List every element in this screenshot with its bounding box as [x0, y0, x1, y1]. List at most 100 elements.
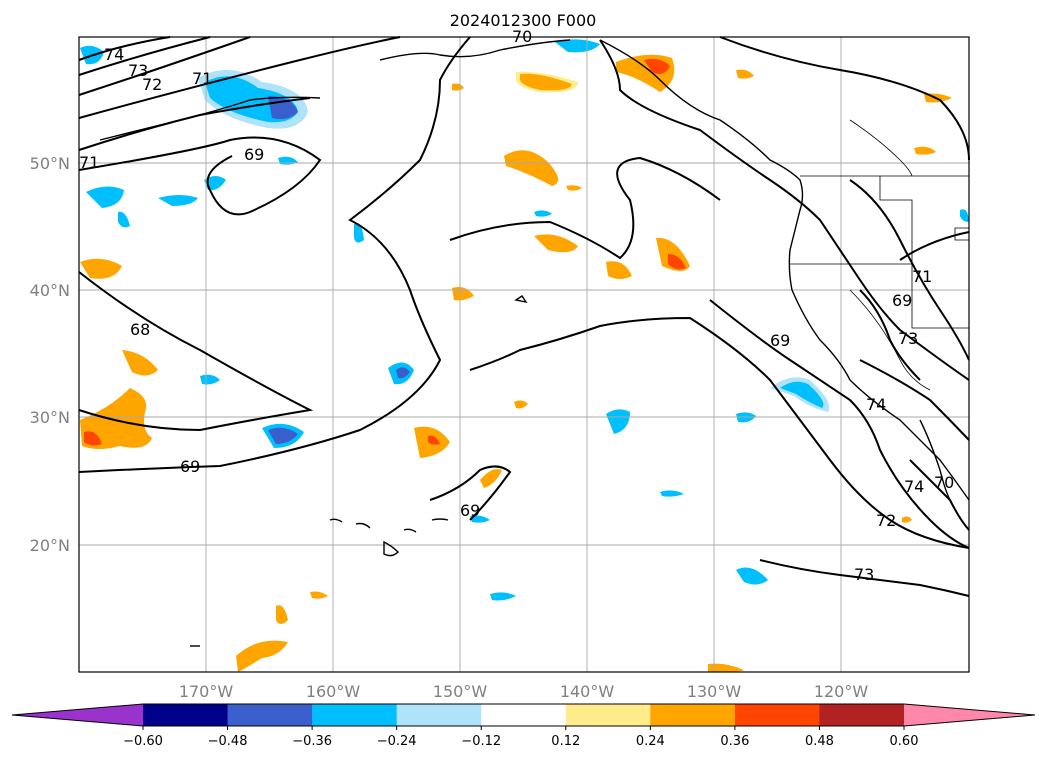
lon-label: 120°W — [814, 682, 869, 701]
negative-blob — [200, 374, 220, 385]
colorbar-tick-label: −0.24 — [377, 734, 417, 749]
positive-blob — [310, 591, 328, 599]
positive-blob — [452, 83, 464, 91]
negative-blob — [534, 210, 552, 217]
colorbar-tick-label: −0.36 — [292, 734, 332, 749]
positive-blob — [428, 435, 440, 445]
contour-label: 71 — [79, 153, 99, 172]
contour-label: 71 — [192, 69, 212, 88]
colorbar-tick-label: 0.60 — [890, 734, 919, 749]
map-background — [79, 37, 969, 672]
positive-blob — [504, 150, 559, 186]
colorbar-extend-high — [904, 704, 1035, 726]
contour-label: 69 — [244, 145, 264, 164]
positive-blob — [668, 254, 686, 270]
positive-blob — [122, 350, 158, 376]
positive-blob — [236, 640, 288, 672]
colorbar-extend-low — [12, 704, 143, 726]
contour-label: 74 — [104, 45, 124, 64]
positive-blob — [914, 146, 936, 155]
positive-blob — [80, 388, 152, 449]
negative-blob — [606, 409, 630, 434]
positive-blob — [80, 258, 122, 279]
lon-label: 150°W — [433, 682, 488, 701]
colorbar-tick-label: 0.24 — [636, 734, 665, 749]
colorbar-tick-label: 0.12 — [551, 734, 580, 749]
negative-blob — [555, 39, 600, 53]
positive-blob — [84, 431, 102, 446]
positive-blob — [566, 185, 582, 191]
positive-blob — [514, 400, 528, 409]
contour-label: 69 — [892, 291, 912, 310]
lon-label: 170°W — [179, 682, 234, 701]
contour-label: 69 — [180, 457, 200, 476]
contour-label: 72 — [142, 75, 162, 94]
positive-blob — [644, 58, 670, 74]
colorbar-bin — [227, 704, 313, 726]
positive-blob — [480, 469, 502, 488]
negative-blob — [780, 381, 824, 408]
negative-blob — [736, 567, 768, 585]
negative-blob — [268, 427, 298, 444]
contour-lines — [78, 36, 970, 597]
contour-labels: 74 73 72 71 70 69 68 69 69 69 69 71 73 7… — [79, 27, 954, 584]
colorbar: −0.60 −0.48 −0.36 −0.24 −0.12 0.12 0.24 0.36 0.4… — [11, 703, 1036, 749]
positive-blob — [276, 605, 288, 624]
negative-blob — [470, 515, 490, 523]
positive-blob — [736, 69, 754, 79]
colorbar-bin — [565, 704, 651, 726]
contour-label: 69 — [460, 501, 480, 520]
contour-label: 74 — [904, 477, 924, 496]
colorbar-bin — [396, 704, 482, 726]
colorbar-bin — [650, 704, 736, 726]
contour-label: 73 — [898, 329, 918, 348]
negative-blob — [86, 186, 124, 208]
colorbar-tick-label: 0.48 — [805, 734, 834, 749]
shaded-field — [80, 39, 969, 672]
contour-label: 68 — [130, 320, 150, 339]
longitude-labels: 170°W 160°W 150°W 140°W 130°W 120°W — [179, 682, 869, 701]
contour-label: 71 — [912, 267, 932, 286]
contour-label: 73 — [128, 61, 148, 80]
colorbar-tick-label: −0.60 — [123, 734, 163, 749]
colorbar-bin — [734, 704, 820, 726]
colorbar-bin — [481, 704, 567, 726]
lat-label: 30°N — [30, 408, 70, 427]
contour-label: 72 — [876, 511, 896, 530]
contour-label: 69 — [770, 331, 790, 350]
colorbar-tick-label: −0.48 — [208, 734, 248, 749]
negative-blob — [490, 592, 516, 601]
negative-blob — [396, 367, 410, 379]
lon-label: 130°W — [687, 682, 742, 701]
lon-label: 140°W — [560, 682, 615, 701]
colorbar-tick-label: 0.36 — [720, 734, 749, 749]
latitude-labels: 50°N 40°N 30°N 20°N — [30, 154, 70, 555]
coastlines — [99, 39, 970, 647]
colorbar-tick-label: −0.12 — [461, 734, 501, 749]
negative-blob — [158, 195, 198, 206]
negative-blob — [118, 211, 130, 228]
positive-blob — [534, 234, 578, 253]
colorbar-bin — [143, 704, 229, 726]
negative-blob — [660, 490, 684, 497]
lon-label: 160°W — [306, 682, 361, 701]
map-title: 2024012300 F000 — [450, 11, 597, 30]
lat-label: 20°N — [30, 536, 70, 555]
contour-label: 73 — [854, 565, 874, 584]
map-gridlines — [79, 37, 969, 672]
negative-blob — [960, 209, 969, 222]
positive-blob — [708, 663, 744, 672]
lat-label: 40°N — [30, 281, 70, 300]
colorbar-bin — [312, 704, 398, 726]
lat-label: 50°N — [30, 154, 70, 173]
map-frame — [78, 36, 970, 673]
negative-blob — [354, 223, 364, 243]
contour-label: 70 — [934, 473, 954, 492]
political-borders — [790, 119, 970, 391]
positive-blob — [902, 516, 912, 523]
positive-blob — [520, 73, 572, 91]
positive-blob — [606, 261, 632, 279]
contour-label: 74 — [866, 395, 886, 414]
colorbar-bin — [819, 704, 905, 726]
